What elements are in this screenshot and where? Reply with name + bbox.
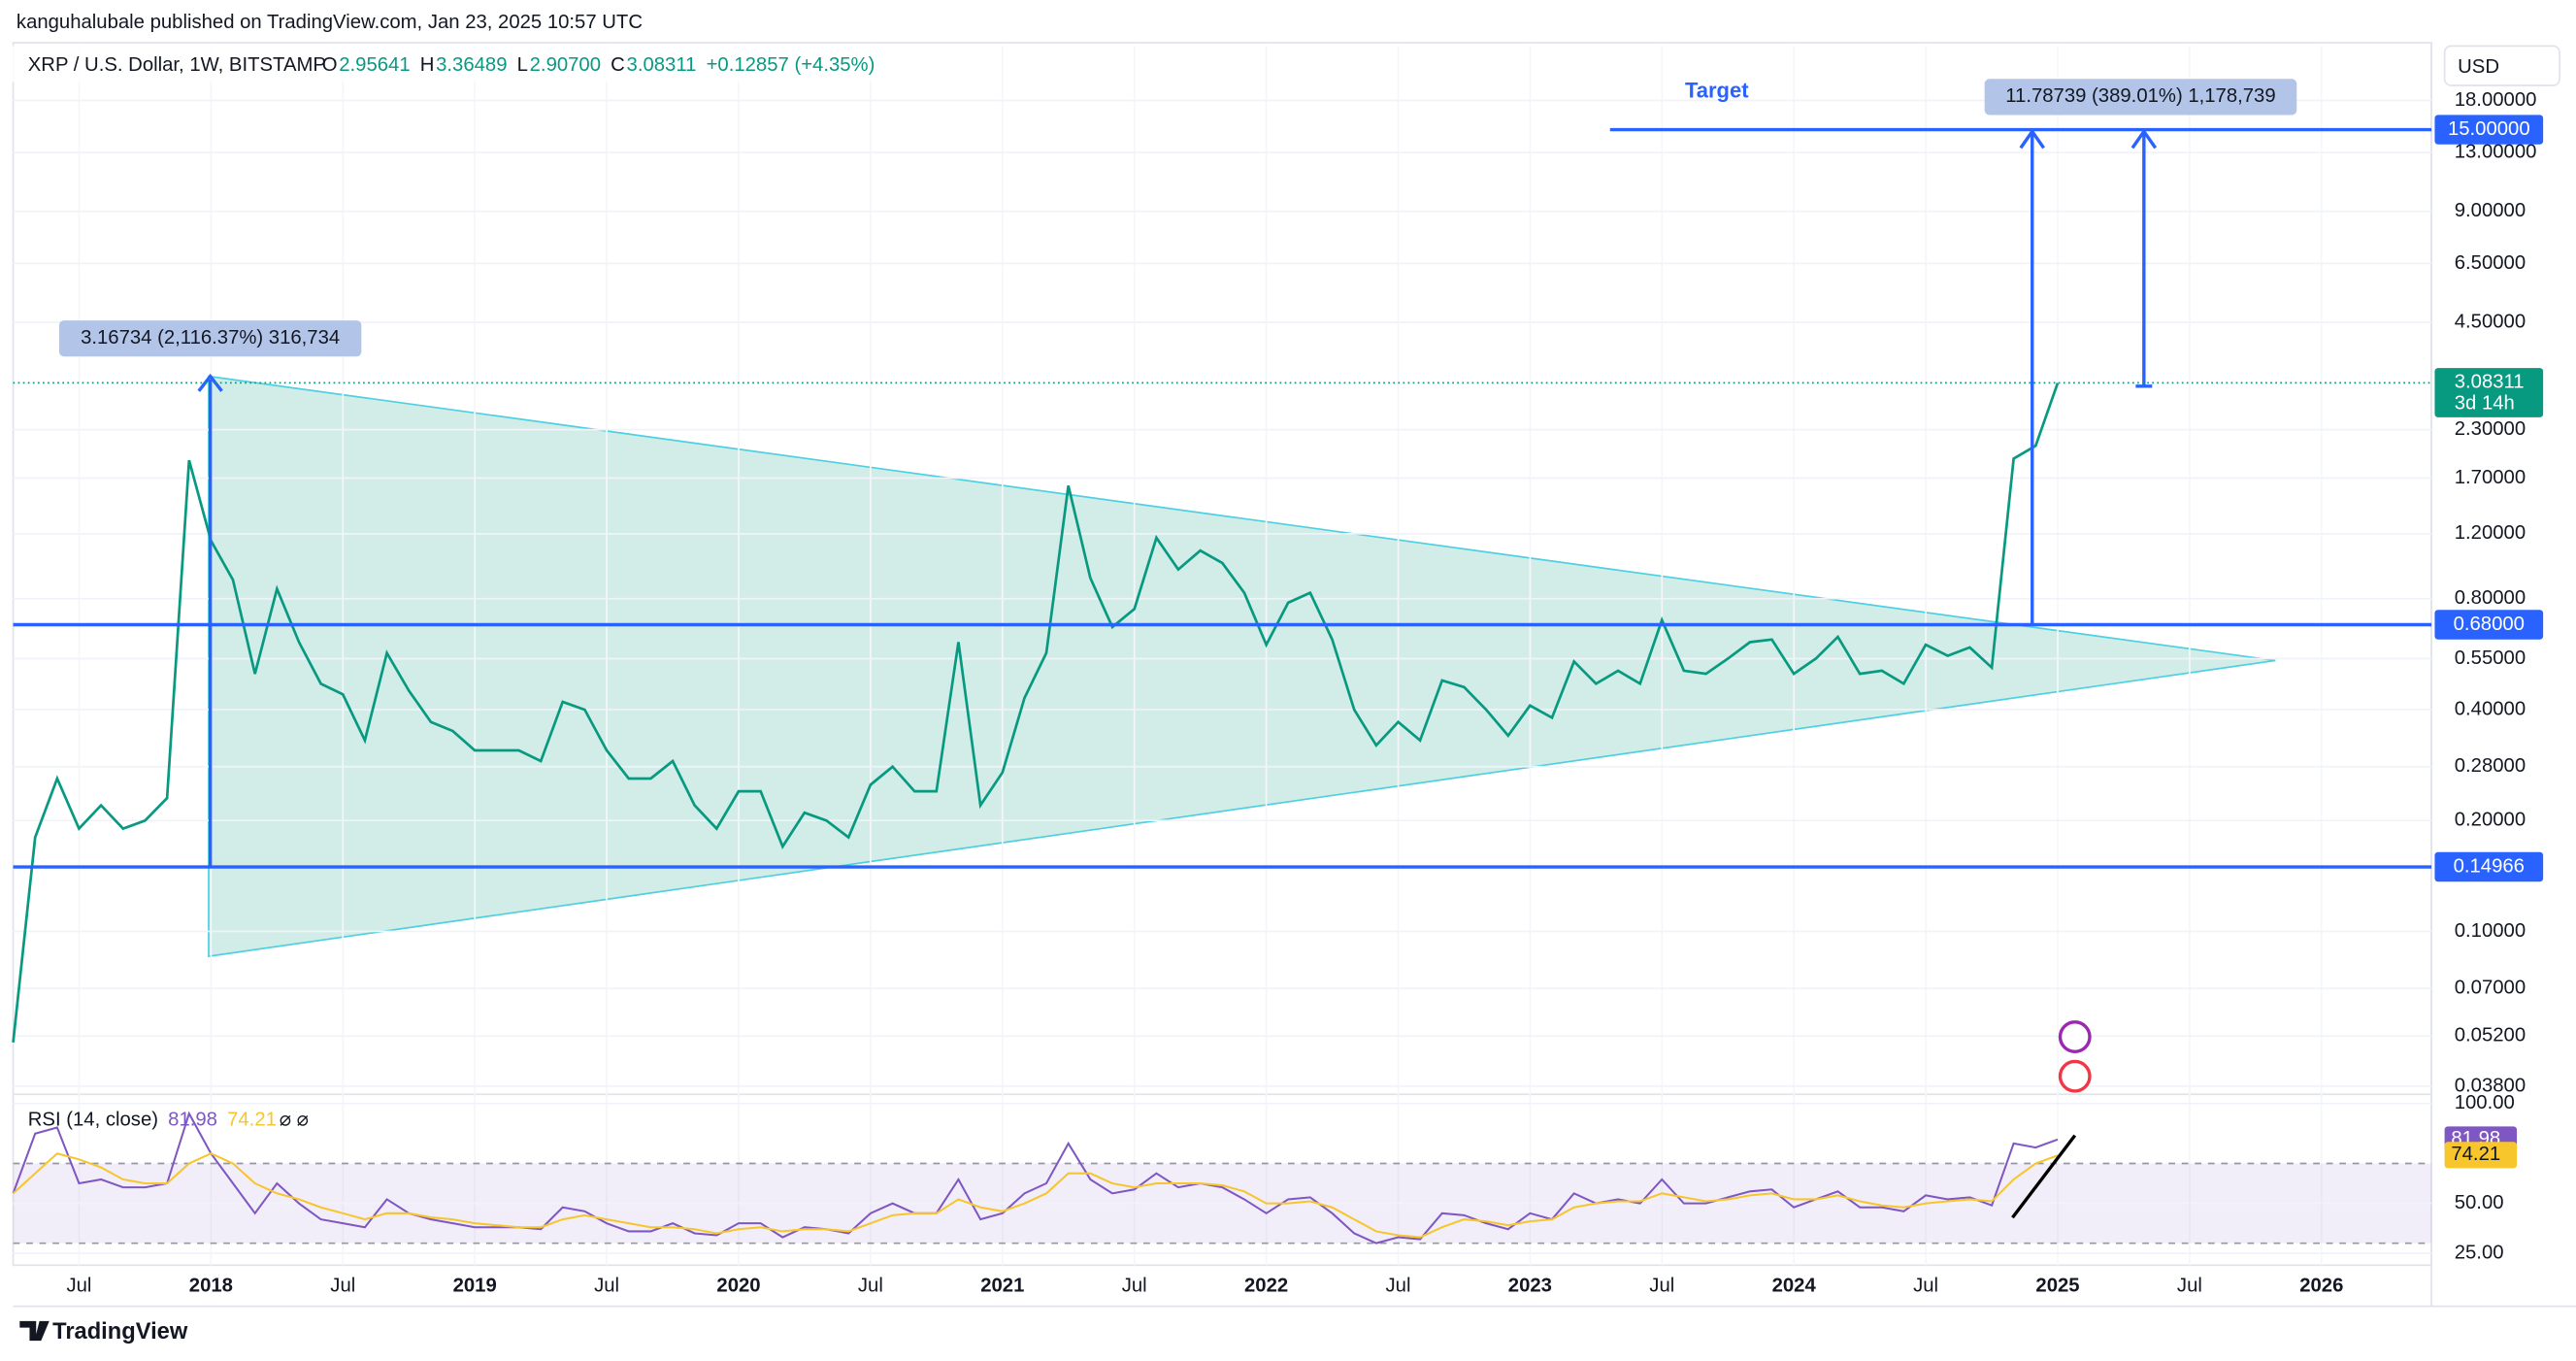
measure-label: 3.16734 (2,116.37%) 316,734 — [81, 327, 340, 349]
ohlc-key: L — [517, 54, 528, 76]
series-line — [12, 382, 2060, 1043]
tv-logo — [19, 1320, 50, 1342]
x-tick-label: 2018 — [189, 1276, 233, 1297]
y-tick-label: 0.07000 — [2455, 978, 2526, 999]
ohlc-key: H — [420, 54, 435, 76]
ohlc-key: O — [322, 54, 338, 76]
ohlc-value: 2.95641 — [339, 54, 410, 76]
level-label: 0.68000 — [2454, 614, 2525, 635]
trend-line — [2011, 1134, 2077, 1219]
arrow-head — [197, 373, 223, 392]
y-tick-label: 13.00000 — [2455, 142, 2537, 163]
x-tick-label: Jul — [2177, 1276, 2202, 1297]
ohlc-value: 3.08311 — [627, 54, 697, 76]
rsi-title: RSI (14, close) — [28, 1110, 158, 1131]
legend-bg — [0, 46, 920, 83]
y-tick-label: 0.03800 — [2455, 1075, 2526, 1096]
x-tick-label: Jul — [1122, 1276, 1147, 1297]
level-label: 0.14966 — [2454, 855, 2525, 877]
ohlc: O 2.95641 H 3.36489 L 2.90700 C 3.08311 — [322, 54, 697, 76]
arrow-head — [2019, 128, 2045, 149]
ohlc-key: C — [611, 54, 625, 76]
y-tick-label: 0.80000 — [2455, 587, 2526, 609]
last-price-label: 3.08311 — [2455, 372, 2525, 393]
y-tick-label: 18.00000 — [2455, 89, 2537, 111]
y-tick-label: 9.00000 — [2455, 200, 2526, 221]
measure-box — [1984, 79, 2297, 116]
target-label: Target — [1685, 79, 1749, 103]
y-tick-label: 0.28000 — [2455, 755, 2526, 777]
level-tag — [2434, 115, 2544, 145]
triangle-pattern — [208, 375, 2276, 958]
series-line — [12, 1152, 2059, 1239]
level-tag — [2434, 851, 2544, 882]
rsi-value: 81.98 — [168, 1110, 217, 1131]
ohlc-value: 3.36489 — [436, 54, 507, 76]
rsi-icons: ⌀ ⌀ — [280, 1110, 309, 1131]
rsi-tag — [2444, 1142, 2518, 1169]
x-tick-label: Jul — [67, 1276, 92, 1297]
rsi-ma-value: 74.21 — [227, 1110, 277, 1131]
y-tick-label: 1.70000 — [2455, 467, 2526, 488]
measure-box — [58, 320, 362, 357]
currency-button[interactable] — [2443, 45, 2560, 86]
x-tick-label: 2022 — [1244, 1276, 1288, 1297]
arrow-head — [2130, 128, 2158, 149]
y-tick-label: 4.50000 — [2455, 311, 2526, 332]
y-tick-label: 1.20000 — [2455, 522, 2526, 544]
y-tick-label: 6.50000 — [2455, 252, 2526, 274]
x-tick-label: Jul — [594, 1276, 619, 1297]
x-tick-label: 2021 — [980, 1276, 1024, 1297]
plot — [12, 382, 2060, 1245]
x-tick-label: Jul — [1386, 1276, 1411, 1297]
level-tag — [2434, 610, 2544, 640]
currency[interactable]: USD — [2458, 56, 2499, 78]
x-tick-label: 2025 — [2035, 1276, 2079, 1297]
y-tick-label: 100.00 — [2455, 1092, 2515, 1113]
y-tick-label: 25.00 — [2455, 1242, 2504, 1263]
x-tick-label: 2026 — [2299, 1276, 2343, 1297]
level-label: 15.00000 — [2448, 118, 2530, 140]
measure-label: 11.78739 (389.01%) 1,178,739 — [2005, 85, 2275, 107]
x-tick-label: 2024 — [1772, 1276, 1817, 1297]
x-tick-label: 2020 — [716, 1276, 760, 1297]
x-tick-label: Jul — [858, 1276, 883, 1297]
event-icon — [2058, 1020, 2092, 1053]
y-tick-label: 0.05200 — [2455, 1025, 2526, 1046]
event-icon — [2058, 1059, 2092, 1093]
y-tick-label: 2.30000 — [2455, 418, 2526, 440]
x-tick-label: Jul — [1649, 1276, 1674, 1297]
y-tick-label: 0.20000 — [2455, 810, 2526, 831]
grid — [13, 46, 2432, 1266]
y-tick-label: 50.00 — [2455, 1192, 2504, 1213]
x-tick-label: Jul — [1913, 1276, 1938, 1297]
y-tick-label: 0.10000 — [2455, 920, 2526, 942]
x-tick-label: 2019 — [453, 1276, 497, 1297]
countdown: 3d 14h — [2455, 393, 2515, 415]
y-tick-label: 0.40000 — [2455, 698, 2526, 719]
ohlc-value: 2.90700 — [530, 54, 601, 76]
x-tick-label: Jul — [330, 1276, 355, 1297]
symbol-title: XRP / U.S. Dollar, 1W, BITSTAMP — [28, 54, 326, 76]
last-price-tag — [2434, 368, 2544, 417]
change: +0.12857 (+4.35%) — [707, 54, 875, 76]
x-tick-label: 2023 — [1508, 1276, 1552, 1297]
y-tick-label: 0.55000 — [2455, 647, 2526, 669]
published-line: kanguhalubale published on TradingView.c… — [17, 12, 643, 33]
footer: TradingView — [52, 1319, 188, 1344]
rsi-tag-label: 74.21 — [2451, 1144, 2500, 1165]
